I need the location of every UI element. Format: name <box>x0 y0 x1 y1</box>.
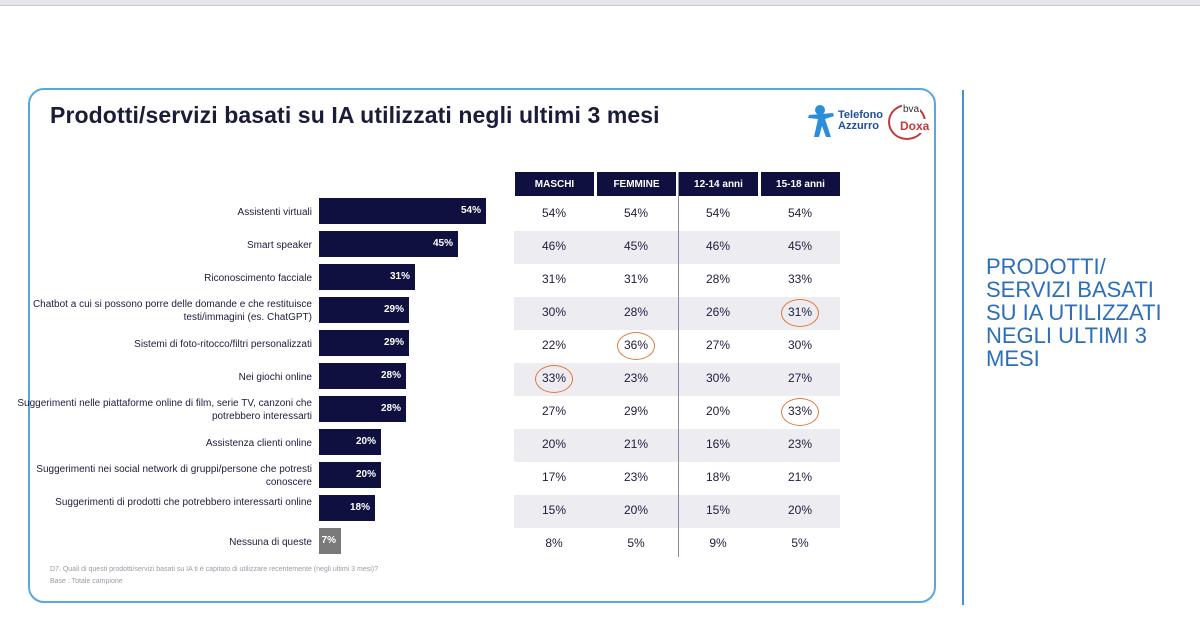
table-cell: 45% <box>787 239 813 253</box>
telefono-azzurro-logo: Telefono Azzurro <box>806 104 886 140</box>
bar-value-label: 18% <box>349 502 370 513</box>
category-label: Riconoscimento facciale <box>204 272 312 284</box>
bar: 29% <box>319 330 409 356</box>
table-cell: 16% <box>705 437 731 451</box>
bar: 31% <box>319 264 415 290</box>
side-divider <box>962 90 964 605</box>
table-header-0: MASCHI <box>515 172 594 196</box>
table-cell: 20% <box>787 503 813 517</box>
logo-text-bva: bva <box>902 104 921 115</box>
bar-value-label: 54% <box>460 205 481 216</box>
bar: 29% <box>319 297 409 323</box>
table-cell: 5% <box>791 536 809 550</box>
bar-value-label: 7% <box>321 535 336 546</box>
chart-title: Prodotti/servizi basati su IA utilizzati… <box>50 102 660 128</box>
category-label: Smart speaker <box>246 239 312 251</box>
table-cell: 46% <box>705 239 731 253</box>
table-header-2: 12-14 anni <box>679 172 758 196</box>
bar: 28% <box>319 396 406 422</box>
side-title: PRODOTTI/ SERVIZI BASATI SU IA UTILIZZAT… <box>986 254 1162 371</box>
bar: 20% <box>319 462 381 488</box>
table-cell: 23% <box>623 371 649 385</box>
table-row-band <box>514 495 840 528</box>
table-cell: 22% <box>541 338 567 352</box>
table-cell: 20% <box>541 437 567 451</box>
table-cell: 17% <box>541 470 567 484</box>
table-row-band <box>514 429 840 462</box>
bar-value-label: 29% <box>383 337 404 348</box>
bar-value-label: 45% <box>432 238 453 249</box>
bar: 28% <box>319 363 406 389</box>
footnote-question: D7. Quali di questi prodotti/servizi bas… <box>50 566 378 573</box>
bar: 54% <box>319 198 486 224</box>
table-cell: 28% <box>705 272 731 286</box>
table-cell: 23% <box>623 470 649 484</box>
table-header-1: FEMMINE <box>597 172 676 196</box>
table-cell: 30% <box>705 371 731 385</box>
table-divider <box>678 172 679 557</box>
table-cell: 54% <box>541 206 567 220</box>
table-cell: 18% <box>705 470 731 484</box>
footnote-base: Base : Totale campione <box>50 578 123 585</box>
table-cell: 21% <box>623 437 649 451</box>
bva-doxa-logo: bva Doxa <box>888 102 934 142</box>
table-cell: 26% <box>705 305 731 319</box>
table-cell: 27% <box>541 404 567 418</box>
table-cell: 27% <box>787 371 813 385</box>
table-cell: 31% <box>541 272 567 286</box>
category-label: Chatbot a cui si possono porre delle dom… <box>32 299 312 323</box>
table-cell: 30% <box>787 338 813 352</box>
table-cell: 45% <box>623 239 649 253</box>
table-cell: 54% <box>705 206 731 220</box>
table-cell: 54% <box>787 206 813 220</box>
table-cell: 21% <box>787 470 813 484</box>
telefono-azzurro-wordmark: Telefono Azzurro <box>838 110 883 132</box>
table-cell: 15% <box>541 503 567 517</box>
category-label: Suggerimenti nelle piattaforme online di… <box>17 398 312 422</box>
category-label: Nessuna di queste <box>229 536 312 548</box>
category-label: Suggerimenti di prodotti che potrebbero … <box>55 497 312 508</box>
table-cell: 20% <box>623 503 649 517</box>
category-label: Sistemi di foto-ritocco/filtri personali… <box>134 338 312 350</box>
table-cell: 33% <box>787 272 813 286</box>
table-header-3: 15-18 anni <box>761 172 840 196</box>
bar: 20% <box>319 429 381 455</box>
table-cell: 31% <box>623 272 649 286</box>
telefono-azzurro-figure-icon <box>808 105 834 137</box>
table-row-band <box>514 231 840 264</box>
bar: 45% <box>319 231 458 257</box>
table-cell: 27% <box>705 338 731 352</box>
category-label: Nei giochi online <box>238 371 312 383</box>
bar-value-label: 31% <box>389 271 410 282</box>
table-cell: 20% <box>705 404 731 418</box>
category-label: Assistenti virtuali <box>237 206 312 218</box>
bar-value-label: 20% <box>355 436 376 447</box>
logo-text-telefono: Telefono <box>838 109 884 121</box>
top-border <box>0 0 1200 6</box>
bar-value-label: 28% <box>380 403 401 414</box>
table-cell: 9% <box>709 536 727 550</box>
highlight-circle <box>781 299 819 327</box>
table-cell: 23% <box>787 437 813 451</box>
highlight-circle <box>781 398 819 426</box>
table-cell: 15% <box>705 503 731 517</box>
table-cell: 5% <box>627 536 645 550</box>
table-cell: 28% <box>623 305 649 319</box>
table-cell: 8% <box>545 536 563 550</box>
table-cell: 30% <box>541 305 567 319</box>
category-label: Suggerimenti nei social network di grupp… <box>36 464 312 488</box>
bar-value-label: 28% <box>380 370 401 381</box>
logo-text-azzurro: Azzurro <box>838 120 879 132</box>
bar-value-label: 29% <box>383 304 404 315</box>
table-cell: 29% <box>623 404 649 418</box>
table-cell: 46% <box>541 239 567 253</box>
highlight-circle <box>617 332 655 360</box>
logo-text-doxa: Doxa <box>900 119 930 133</box>
highlight-circle <box>535 365 573 393</box>
bar: 7% <box>319 528 341 554</box>
bar: 18% <box>319 495 375 521</box>
table-cell: 54% <box>623 206 649 220</box>
bar-value-label: 20% <box>355 469 376 480</box>
category-label: Assistenza clienti online <box>205 437 312 449</box>
